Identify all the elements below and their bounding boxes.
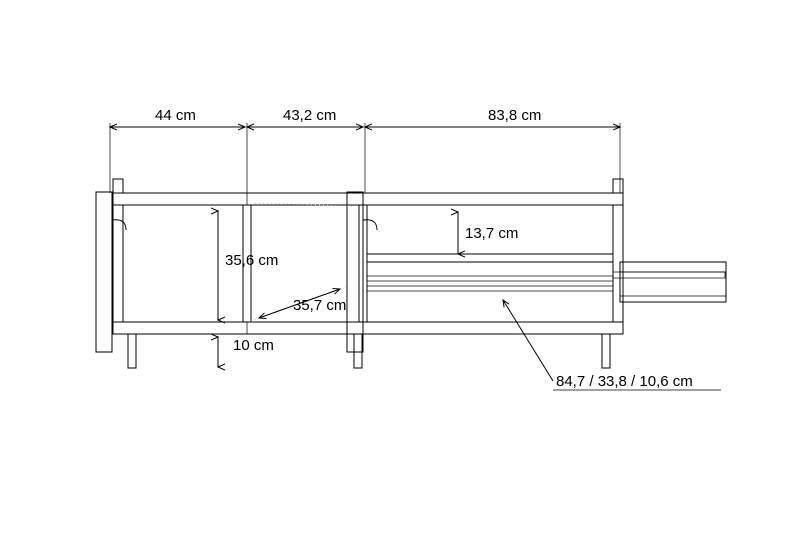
drawer	[613, 262, 726, 302]
dim-label-drawer-box: 84,7 / 33,8 / 10,6 cm	[556, 373, 693, 390]
dim-label-depth: 35,7 cm	[293, 297, 346, 314]
door-mid	[347, 192, 377, 352]
dim-label-shelf-h: 13,7 cm	[465, 225, 518, 242]
dim-label-top-right: 83,8 cm	[488, 107, 541, 124]
dim-label-inner-h: 35,6 cm	[225, 252, 278, 269]
dim-label-top-mid: 43,2 cm	[283, 107, 336, 124]
drawer-leader	[503, 300, 553, 381]
door-left	[96, 192, 126, 352]
cabinet-body	[113, 179, 623, 368]
dim-label-top-left: 44 cm	[155, 107, 196, 124]
dim-label-leg-h: 10 cm	[233, 337, 274, 354]
